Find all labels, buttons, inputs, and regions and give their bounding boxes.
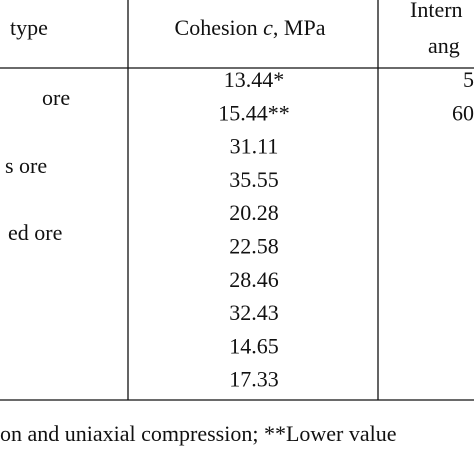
header-text: Cohesion: [175, 15, 264, 40]
cohesion-cell: 17.33: [229, 367, 279, 392]
cohesion-cell: 15.44**: [218, 100, 290, 125]
footnote: on and uniaxial compression; **Lower val…: [0, 421, 397, 446]
cohesion-cell: 32.43: [229, 300, 279, 325]
header-cell: ang: [428, 33, 460, 58]
cohesion-cell: 14.65: [229, 333, 279, 358]
cohesion-cell: 28.46: [229, 267, 279, 292]
ore-type-cell: ed ore: [8, 220, 62, 245]
cohesion-cell: 22.58: [229, 234, 279, 259]
header-text: , MPa: [273, 15, 326, 40]
header-text: c: [263, 15, 273, 40]
cohesion-cell: 13.44*: [224, 67, 285, 92]
cohesion-cell: 35.55: [229, 167, 279, 192]
ore-type-cell: s ore: [5, 153, 47, 178]
header-cell: Cohesion c, MPa: [175, 15, 326, 40]
header-cell: type: [10, 15, 48, 40]
friction-cell: 60: [452, 100, 474, 125]
cohesion-cell: 20.28: [229, 200, 279, 225]
header-cell: Intern: [410, 0, 463, 22]
ore-type-cell: ore: [42, 85, 70, 110]
friction-cell: 5: [463, 67, 474, 92]
cohesion-cell: 31.11: [230, 134, 279, 159]
